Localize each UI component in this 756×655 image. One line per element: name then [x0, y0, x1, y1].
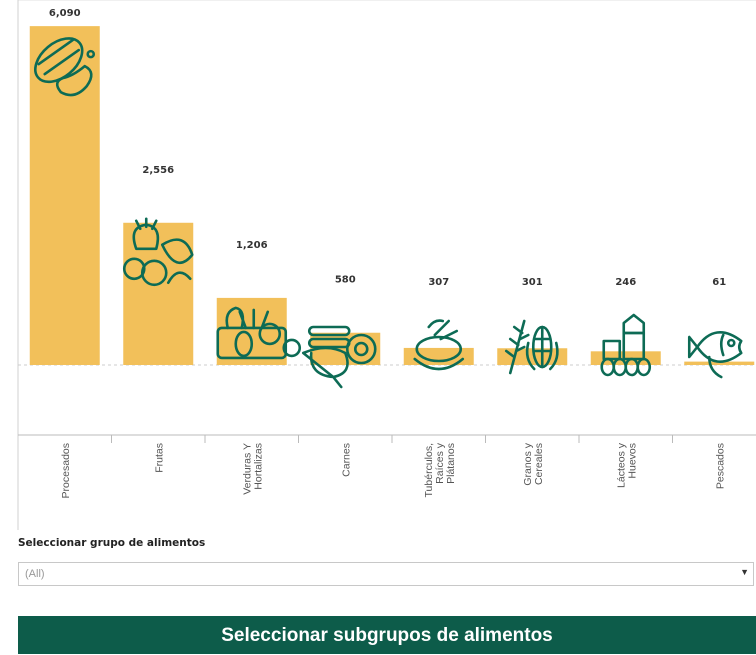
category-label: Procesados: [60, 443, 72, 498]
category-label: Hortalizas: [252, 443, 264, 490]
value-label: 307: [428, 277, 449, 288]
value-label: 580: [335, 275, 356, 286]
category-label: Huevos: [626, 443, 638, 479]
bar: [216, 297, 287, 365]
bar: [403, 347, 474, 365]
category-label: Lácteos y: [615, 442, 627, 488]
bar-chart: 6,090 Procesados 2,556 Frutas 1,206 Verduras …: [17, 0, 756, 530]
category-label: Frutas: [153, 443, 165, 473]
dropdown-arrow-icon: ▼: [740, 567, 749, 577]
category-label: Carnes: [340, 443, 352, 477]
tuber-icon: [413, 319, 465, 371]
filter-selected-value: (All): [25, 568, 45, 580]
fish-icon: [687, 331, 743, 379]
value-label: 301: [522, 277, 543, 288]
grain-corn-icon: [504, 319, 559, 375]
select-subgroups-button[interactable]: Seleccionar subgrupos de alimentos: [18, 616, 756, 654]
value-label: 2,556: [142, 165, 174, 176]
chart-svg: 6,090 Procesados 2,556 Frutas 1,206 Verduras …: [17, 0, 756, 530]
category-label: Granos y: [522, 442, 534, 485]
value-label: 6,090: [49, 8, 81, 19]
value-label: 61: [712, 277, 726, 288]
category-label: Raíces y: [434, 442, 446, 484]
food-group-select[interactable]: (All) ▼: [18, 562, 754, 586]
filter-title: Seleccionar grupo de alimentos: [18, 537, 206, 549]
fruit-basket-icon: [122, 217, 194, 287]
sausage-icon: [34, 37, 96, 97]
category-label: Cereales: [533, 443, 545, 485]
category-label: Plátanos: [445, 443, 457, 484]
vegetables-icon: [216, 306, 302, 360]
bar: [684, 361, 755, 365]
value-label: 1,206: [236, 240, 268, 251]
category-label: Tubérculos,: [423, 443, 435, 497]
meat-icon: [301, 325, 377, 389]
value-label: 246: [615, 277, 636, 288]
dairy-eggs-icon: [600, 313, 652, 377]
category-label: Pescados: [714, 443, 726, 489]
category-label: Verduras Y: [241, 443, 253, 495]
